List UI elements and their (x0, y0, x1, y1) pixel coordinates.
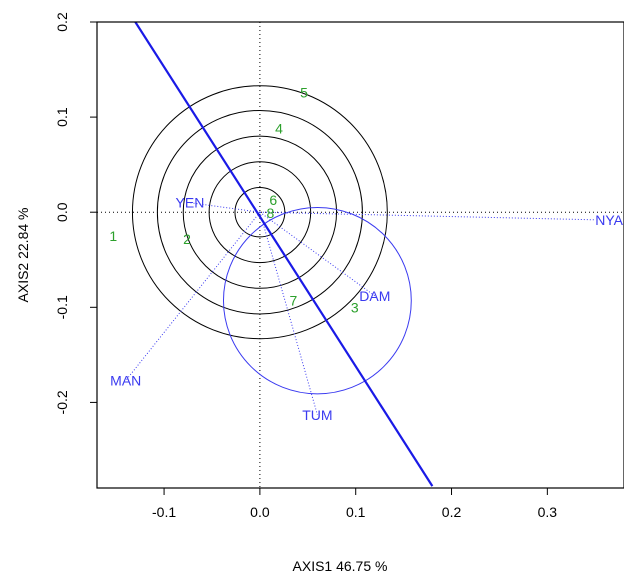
x-tick-label: 0.3 (538, 504, 558, 520)
reference-lines (97, 22, 624, 488)
variable-label-dam: DAM (359, 288, 390, 304)
x-tick-label: 0.1 (346, 504, 366, 520)
x-tick-label: -0.1 (152, 504, 176, 520)
variable-label-tum: TUM (302, 407, 332, 423)
site-point-1: 1 (109, 228, 117, 244)
y-tick-label: 0.2 (54, 12, 70, 32)
site-point-6: 6 (269, 192, 277, 208)
variable-label-yen: YEN (176, 195, 205, 211)
variable-label-man: MAN (110, 373, 141, 389)
regression-line-path (134, 22, 434, 487)
x-axis-title: AXIS1 46.75 % (293, 558, 388, 574)
concentric-circle-5 (131, 85, 388, 340)
y-axis: -0.2 -0.1 0.0 0.1 0.2 (54, 12, 98, 414)
site-point-2: 2 (183, 231, 191, 247)
y-tick-label: -0.1 (54, 295, 70, 319)
site-point-4: 4 (275, 121, 283, 137)
variable-ellipse (222, 206, 412, 395)
site-points: 1 2 3 4 5 6 7 8 (109, 84, 358, 315)
site-point-5: 5 (300, 84, 308, 100)
vector-man (125, 211, 261, 381)
plot-frame (96, 21, 624, 489)
y-tick-label: -0.2 (54, 390, 70, 414)
vector-dam (259, 211, 376, 297)
variable-labels: YEN NYA DAM MAN TUM (110, 195, 623, 423)
vector-nya (259, 211, 596, 221)
x-tick-label: 0.0 (250, 504, 270, 520)
concentric-circle-3 (182, 135, 338, 289)
regression-line (134, 22, 434, 487)
variable-ellipse-circle (222, 206, 412, 395)
y-tick-label: 0.1 (54, 107, 70, 127)
concentric-circle-1 (234, 186, 286, 238)
vector-tum (259, 212, 318, 415)
y-axis-title: AXIS2 22.84 % (15, 208, 31, 303)
variable-vectors (125, 202, 596, 415)
concentric-circle-4 (156, 109, 363, 315)
concentric-circles (131, 85, 388, 340)
x-tick-label: 0.2 (442, 504, 462, 520)
site-point-8: 8 (267, 205, 275, 221)
x-axis: -0.1 0.0 0.1 0.2 0.3 (152, 487, 558, 520)
site-point-3: 3 (351, 299, 359, 315)
y-tick-label: 0.0 (54, 202, 70, 222)
concentric-circle-2 (208, 161, 312, 264)
variable-label-nya: NYA (595, 212, 623, 228)
site-point-7: 7 (290, 293, 298, 309)
